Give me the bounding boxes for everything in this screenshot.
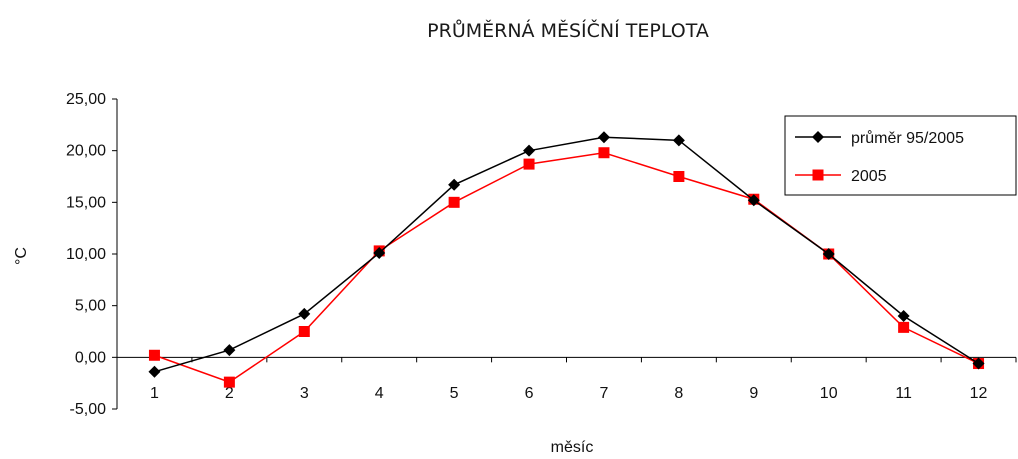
x-tick-label: 4 xyxy=(375,385,384,402)
chart-title: PRŮMĚRNÁ MĚSÍČNÍ TEPLOTA xyxy=(427,18,709,42)
series-layer xyxy=(148,131,985,388)
series-2005-point xyxy=(298,326,310,337)
x-axis-label: měsíc xyxy=(551,439,594,456)
legend-box xyxy=(784,115,1017,196)
y-tick-label: 0,00 xyxy=(75,349,106,366)
series-prumer-point xyxy=(223,344,236,357)
series-2005-point xyxy=(673,171,685,182)
x-tick-label: 5 xyxy=(450,385,459,402)
legend-item-2005-marker xyxy=(812,169,824,181)
series-prumer-point xyxy=(747,194,760,207)
y-tick-label: 5,00 xyxy=(75,298,106,315)
x-tick-label: 2 xyxy=(225,385,234,402)
x-tick-label: 12 xyxy=(970,385,988,402)
series-prumer-point xyxy=(597,131,610,144)
series-prumer-point xyxy=(298,307,311,320)
series-prumer-point xyxy=(897,310,910,322)
x-tick-label: 6 xyxy=(525,385,534,402)
series-2005-point xyxy=(148,349,160,361)
legend-item-2005: 2005 xyxy=(795,168,887,185)
x-tick-label: 1 xyxy=(150,385,159,402)
series-prumer xyxy=(148,131,985,378)
x-tick-label: 7 xyxy=(600,385,609,402)
x-tick-label: 8 xyxy=(674,385,683,402)
series-prumer-point xyxy=(373,246,386,259)
y-tick-label: -5,00 xyxy=(70,401,107,418)
series-prumer-point xyxy=(672,134,685,147)
series-2005-point xyxy=(598,147,610,159)
series-2005-line xyxy=(154,151,979,383)
series-prumer-point xyxy=(822,248,835,260)
legend-item-prumer: průměr 95/2005 xyxy=(795,129,964,147)
y-tick-label: 20,00 xyxy=(66,143,106,160)
x-tick-label: 9 xyxy=(749,385,758,402)
legend-item-prumer-label: průměr 95/2005 xyxy=(851,129,964,147)
series-2005-point xyxy=(898,321,910,333)
y-axis-label: °C xyxy=(13,247,30,265)
series-2005-point xyxy=(223,376,235,388)
series-prumer-point xyxy=(448,178,461,191)
x-tick-label: 10 xyxy=(820,385,838,402)
legend-item-2005-label: 2005 xyxy=(851,168,887,185)
y-tick-label: 25,00 xyxy=(66,91,106,108)
series-prumer-point xyxy=(523,144,536,157)
legend-item-prumer-marker xyxy=(812,131,824,143)
x-tick-label: 11 xyxy=(895,385,912,402)
y-tick-label: 15,00 xyxy=(66,194,106,211)
y-tick-label: 10,00 xyxy=(66,246,106,263)
series-2005-point xyxy=(448,196,460,208)
legend: průměr 95/2005 2005 xyxy=(784,115,1017,196)
series-prumer-point xyxy=(972,357,985,370)
series-prumer-line xyxy=(154,136,979,373)
series-2005-point xyxy=(523,158,535,170)
x-tick-label: 3 xyxy=(300,385,309,402)
series-prumer-point xyxy=(148,365,161,378)
